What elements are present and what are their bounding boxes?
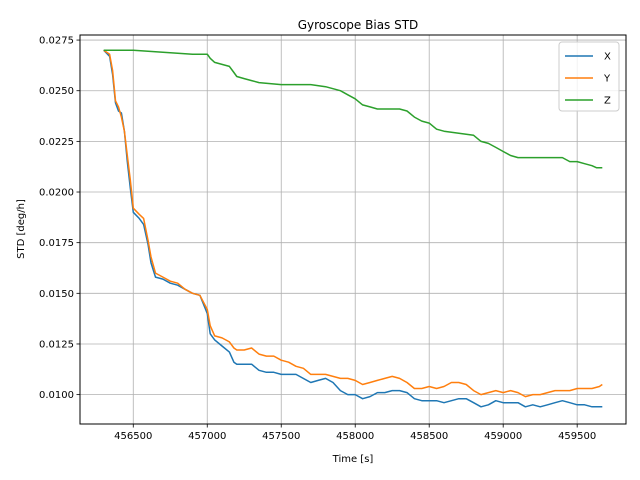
y-tick-label: 0.0150 — [39, 289, 74, 300]
y-axis-ticks: 0.0100 0.0125 0.0150 0.0175 0.0200 0.0225 0.02… — [39, 36, 80, 401]
x-tick-label: 458000 — [336, 431, 374, 442]
y-tick-label: 0.0175 — [39, 238, 74, 249]
y-tick-label: 0.0125 — [39, 339, 74, 350]
series-lines — [103, 49, 603, 408]
y-tick-label: 0.0250 — [39, 86, 74, 97]
y-tick-label: 0.0275 — [39, 36, 74, 47]
legend: XYZ — [558, 41, 620, 112]
series-line-x — [103, 49, 603, 408]
legend-label-z: Z — [604, 96, 611, 107]
y-tick-label: 0.0200 — [39, 188, 74, 199]
x-tick-label: 458500 — [410, 431, 448, 442]
legend-label-y: Y — [603, 74, 611, 85]
x-tick-label: 459000 — [484, 431, 522, 442]
x-tick-label: 456500 — [114, 431, 152, 442]
x-tick-label: 457000 — [188, 431, 226, 442]
x-tick-label: 457500 — [262, 431, 300, 442]
x-tick-label: 459500 — [558, 431, 596, 442]
series-line-y — [103, 49, 603, 398]
series-line-z — [103, 49, 603, 169]
grid-lines — [80, 35, 626, 424]
x-axis-ticks: 456500 457000 457500 458000 458500 459000 4595… — [114, 424, 596, 442]
y-axis-label: STD [deg/h] — [16, 199, 27, 259]
chart-title: Gyroscope Bias STD — [298, 18, 419, 32]
y-tick-label: 0.0100 — [39, 390, 74, 401]
x-axis-label: Time [s] — [332, 454, 374, 465]
legend-box — [558, 41, 620, 112]
y-tick-label: 0.0225 — [39, 137, 74, 148]
legend-label-x: X — [604, 52, 611, 63]
plot-frame — [79, 34, 627, 425]
